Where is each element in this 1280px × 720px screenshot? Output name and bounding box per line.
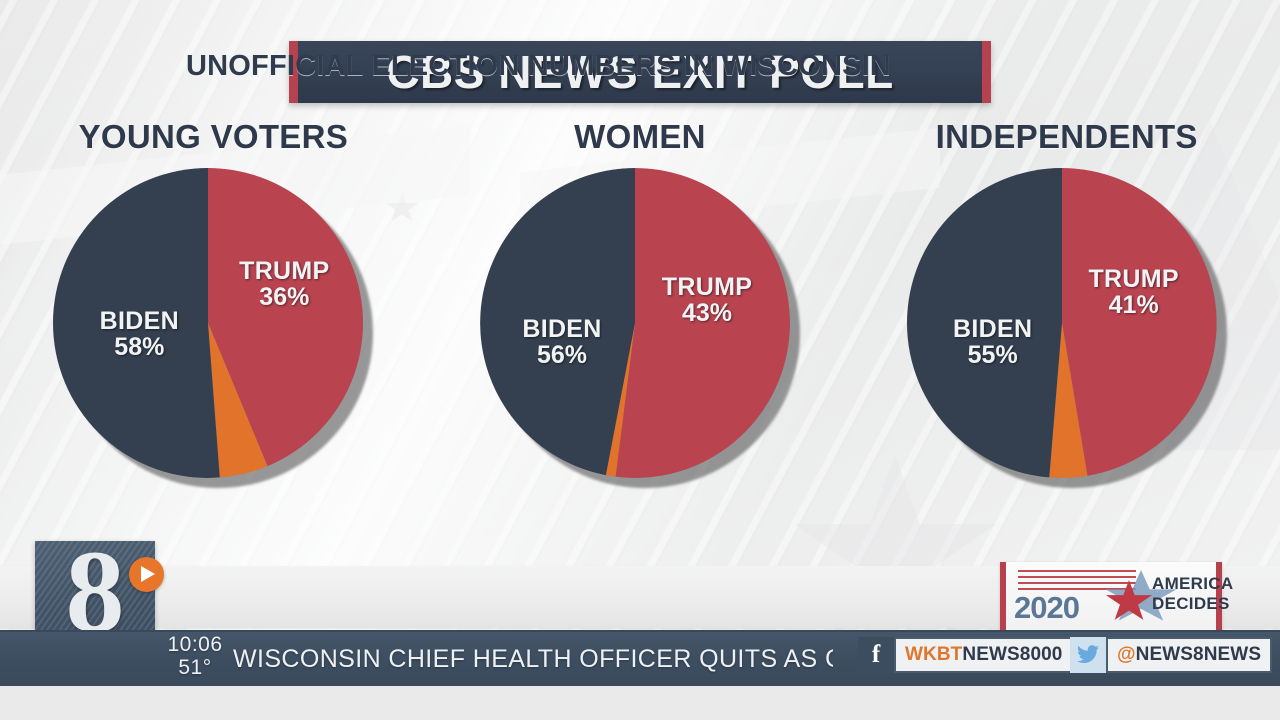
- badge-line-2: DECIDES: [1152, 593, 1230, 613]
- pie-slice-biden: [53, 168, 221, 478]
- title-plate: CBS NEWS EXIT POLL: [289, 41, 991, 103]
- pie-slice-trump: [1061, 168, 1217, 476]
- social-handles: f WKBT NEWS8000 @ NEWS8NEWS: [858, 637, 1273, 677]
- facebook-plate: WKBT NEWS8000: [894, 637, 1074, 673]
- pie-wrapper: BIDEN 58% TRUMP 36%: [53, 168, 374, 488]
- chart-title: YOUNG VOTERS: [78, 118, 349, 155]
- badge-line-1: AMERICA: [1152, 574, 1234, 593]
- pie-chart: [53, 168, 364, 478]
- pie-wrapper: BIDEN 55% TRUMP 41%: [906, 168, 1227, 488]
- ticker-headline: WISCONSIN CHIEF HEALTH OFFICER QUITS AS …: [233, 644, 833, 673]
- pie-chart: [906, 168, 1217, 478]
- facebook-icon: f: [858, 637, 894, 673]
- pie-slice-trump: [615, 168, 790, 478]
- election-year: 2020: [1014, 590, 1080, 625]
- chart-independents: INDEPENDENTS BIDEN 55%: [853, 118, 1280, 538]
- facebook-name: NEWS8000: [962, 644, 1063, 665]
- pie-slice-trump: [208, 168, 364, 467]
- election-badge: 2020 AMERICA DECIDES: [1000, 562, 1233, 632]
- chart-women: WOMEN BIDEN 56%: [427, 118, 854, 538]
- play-icon[interactable]: [129, 557, 164, 592]
- badge-accent-right: [1216, 562, 1222, 632]
- twitter-handle[interactable]: @ NEWS8NEWS: [1070, 637, 1273, 673]
- election-badge-text: AMERICA DECIDES: [1152, 574, 1233, 613]
- twitter-icon: [1070, 637, 1106, 673]
- pie-chart: [480, 168, 790, 478]
- ticker-divider: [0, 630, 1280, 632]
- facebook-brand: WKBT: [905, 644, 963, 665]
- pie-wrapper: BIDEN 56% TRUMP 43%: [480, 168, 800, 488]
- clock-weather: 10:06 51°: [160, 633, 230, 679]
- badge-accent-left: [1000, 562, 1006, 632]
- chart-title: WOMEN: [574, 118, 706, 155]
- pie-slice-biden: [906, 168, 1062, 478]
- twitter-at: @: [1117, 644, 1136, 665]
- play-triangle: [141, 566, 155, 582]
- pie-chart-row: YOUNG VOTERS BIDEN 58%: [0, 118, 1280, 538]
- chart-title: INDEPENDENTS: [935, 118, 1198, 155]
- bottom-padding: [0, 686, 1280, 720]
- pie-slice-other: [605, 323, 635, 477]
- page-title: CBS NEWS EXIT POLL: [386, 46, 894, 98]
- pie-slice-biden: [480, 168, 635, 476]
- pie-slice-other: [1048, 323, 1088, 478]
- clock-time: 10:06: [167, 633, 223, 656]
- twitter-plate: @ NEWS8NEWS: [1106, 637, 1273, 673]
- pie-slice-other: [208, 323, 268, 478]
- title-accent-left: [289, 41, 298, 103]
- twitter-name: NEWS8NEWS: [1135, 644, 1262, 665]
- flag-stripes-icon: [1018, 570, 1136, 592]
- facebook-handle[interactable]: f WKBT NEWS8000: [858, 637, 1074, 673]
- headline: UNOFFICIAL ELECTION NUMBERS IN WISCONSIN: [186, 49, 892, 82]
- temperature: 51°: [178, 655, 212, 679]
- title-accent-right: [982, 41, 991, 103]
- chart-young-voters: YOUNG VOTERS BIDEN 58%: [0, 118, 427, 538]
